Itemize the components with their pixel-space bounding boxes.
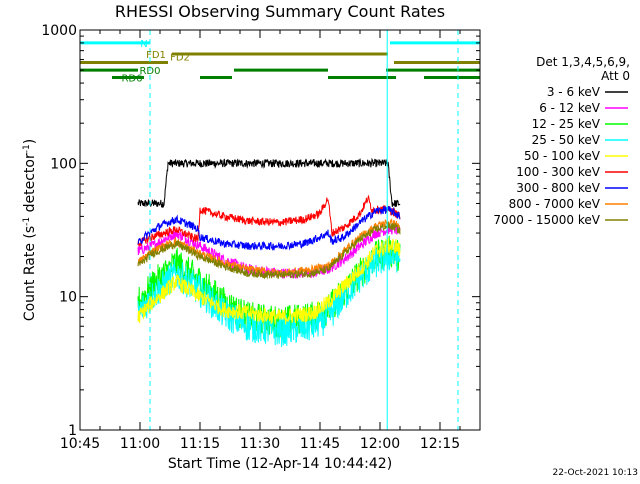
x-axis: 10:45 11:00 11:15 11:30 11:45 12:00 12:15 [60, 30, 481, 452]
series-line-0 [137, 157, 401, 209]
timestamp-label: 22-Oct-2021 10:13 [553, 468, 638, 478]
series-line-4 [137, 237, 401, 325]
legend-label: 50 - 100 keV [524, 149, 601, 163]
flag-label-rd6: RD6 [121, 74, 142, 85]
flag-label-fd2: FD2 [170, 53, 190, 64]
legend-label: 100 - 300 keV [516, 165, 600, 179]
y-tick-label: 1 [68, 423, 77, 439]
legend-label: 25 - 50 keV [532, 133, 601, 147]
y-tick-label: 1000 [41, 23, 77, 39]
vertical-markers [80, 30, 459, 430]
flag-label-fd1: FD1 [146, 50, 166, 61]
flag-bars [80, 41, 480, 80]
legend-title-line2: Att 0 [601, 69, 630, 83]
chart-title: RHESSI Observing Summary Count Rates [115, 2, 445, 21]
x-tick-label: 10:45 [60, 436, 100, 452]
legend-label: 12 - 25 keV [532, 117, 601, 131]
series-line-6 [137, 206, 401, 251]
flag-label-n: N [140, 39, 147, 50]
series-line-5 [137, 194, 401, 247]
legend-label: 6 - 12 keV [539, 101, 601, 115]
x-tick-label: 12:00 [360, 436, 400, 452]
y-tick-label: 100 [50, 156, 77, 172]
series-line-8 [137, 221, 401, 280]
y-tick-label: 10 [59, 290, 77, 306]
series-lines [137, 157, 401, 347]
legend-label: 800 - 7000 keV [509, 197, 601, 211]
y-axis-label: Count Rate (s-1 detector-1) [22, 139, 38, 321]
x-tick-label: 12:15 [420, 436, 460, 452]
legend-label: 300 - 800 keV [516, 181, 600, 195]
flag-label-rd0: RD0 [139, 66, 160, 77]
x-axis-label: Start Time (12-Apr-14 10:44:42) [168, 456, 392, 472]
legend-title-line1: Det 1,3,4,5,6,9, [536, 55, 630, 69]
legend-label: 7000 - 15000 keV [493, 213, 600, 227]
legend-label: 3 - 6 keV [547, 85, 601, 99]
series-line-1 [137, 223, 401, 280]
x-tick-label: 11:45 [300, 436, 340, 452]
legend: Det 1,3,4,5,6,9, Att 0 3 - 6 keV 6 - 12 k… [493, 55, 630, 227]
x-tick-label: 11:00 [120, 436, 160, 452]
y-axis: 1 10 100 1000 [41, 23, 480, 439]
x-tick-label: 11:15 [180, 436, 220, 452]
x-tick-label: 11:30 [240, 436, 280, 452]
